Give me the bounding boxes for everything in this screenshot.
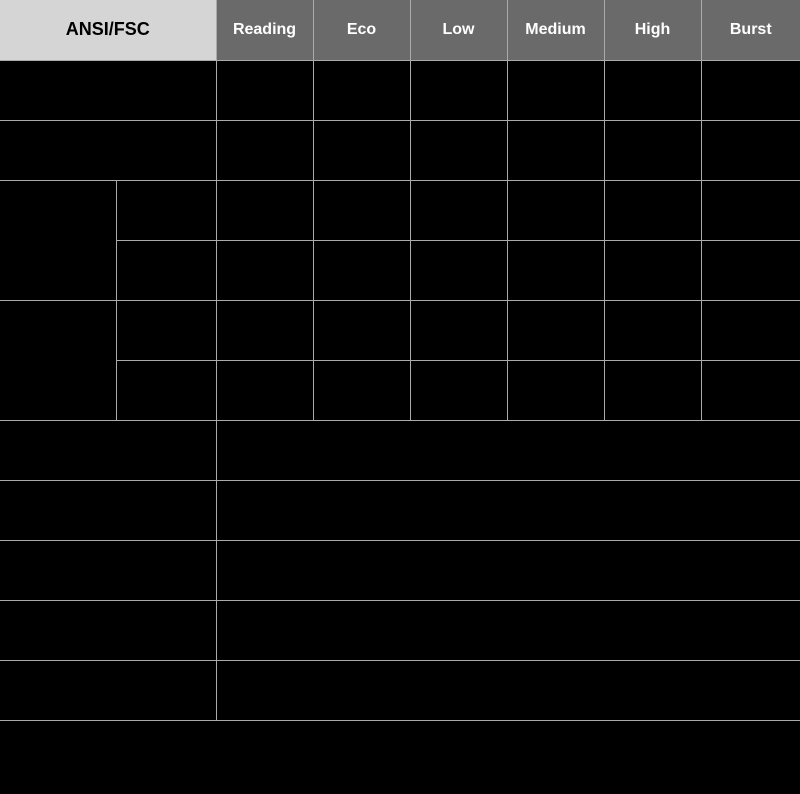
data-cell [604,180,701,240]
data-cell [313,300,410,360]
row-sublabel [116,240,216,300]
data-cell [604,360,701,420]
row-label [0,420,216,480]
wide-cell [216,660,800,720]
row-label [0,480,216,540]
data-cell [507,360,604,420]
data-cell [216,240,313,300]
table-row [0,360,800,420]
header-col-reading: Reading [216,0,313,60]
data-cell [216,120,313,180]
wide-cell [216,480,800,540]
data-cell [507,180,604,240]
data-cell [410,240,507,300]
data-cell [507,120,604,180]
data-cell [604,300,701,360]
data-cell [604,60,701,120]
data-cell [313,180,410,240]
footer-cell [0,720,800,794]
data-cell [216,60,313,120]
wide-cell [216,420,800,480]
data-cell [507,300,604,360]
data-cell [216,300,313,360]
header-col-high: High [604,0,701,60]
table-row [0,240,800,300]
data-cell [701,240,800,300]
header-main: ANSI/FSC [0,0,216,60]
data-cell [701,180,800,240]
table-row [0,300,800,360]
data-cell [701,360,800,420]
header-col-medium: Medium [507,0,604,60]
row-label [0,540,216,600]
data-cell [410,300,507,360]
table-row [0,540,800,600]
row-sublabel [116,300,216,360]
data-cell [216,360,313,420]
wide-cell [216,600,800,660]
data-cell [410,180,507,240]
header-col-eco: Eco [313,0,410,60]
data-cell [604,240,701,300]
data-cell [701,300,800,360]
data-cell [313,60,410,120]
data-cell [313,240,410,300]
table-row [0,660,800,720]
table-footer-row [0,720,800,794]
spec-table: ANSI/FSC Reading Eco Low Medium High Bur… [0,0,800,794]
data-cell [313,360,410,420]
table-row [0,180,800,240]
row-label [0,660,216,720]
data-cell [507,60,604,120]
data-cell [701,120,800,180]
table-row [0,420,800,480]
data-cell [410,60,507,120]
data-cell [313,120,410,180]
table-row [0,120,800,180]
row-sublabel [116,180,216,240]
wide-cell [216,540,800,600]
row-label-group [0,180,116,300]
row-label-group [0,300,116,420]
header-col-low: Low [410,0,507,60]
data-cell [701,60,800,120]
data-cell [216,180,313,240]
data-cell [410,360,507,420]
row-label [0,120,216,180]
table-row [0,480,800,540]
header-col-burst: Burst [701,0,800,60]
row-label [0,60,216,120]
row-sublabel [116,360,216,420]
data-cell [507,240,604,300]
data-cell [604,120,701,180]
header-row: ANSI/FSC Reading Eco Low Medium High Bur… [0,0,800,60]
data-cell [410,120,507,180]
table-row [0,600,800,660]
table-row [0,60,800,120]
row-label [0,600,216,660]
